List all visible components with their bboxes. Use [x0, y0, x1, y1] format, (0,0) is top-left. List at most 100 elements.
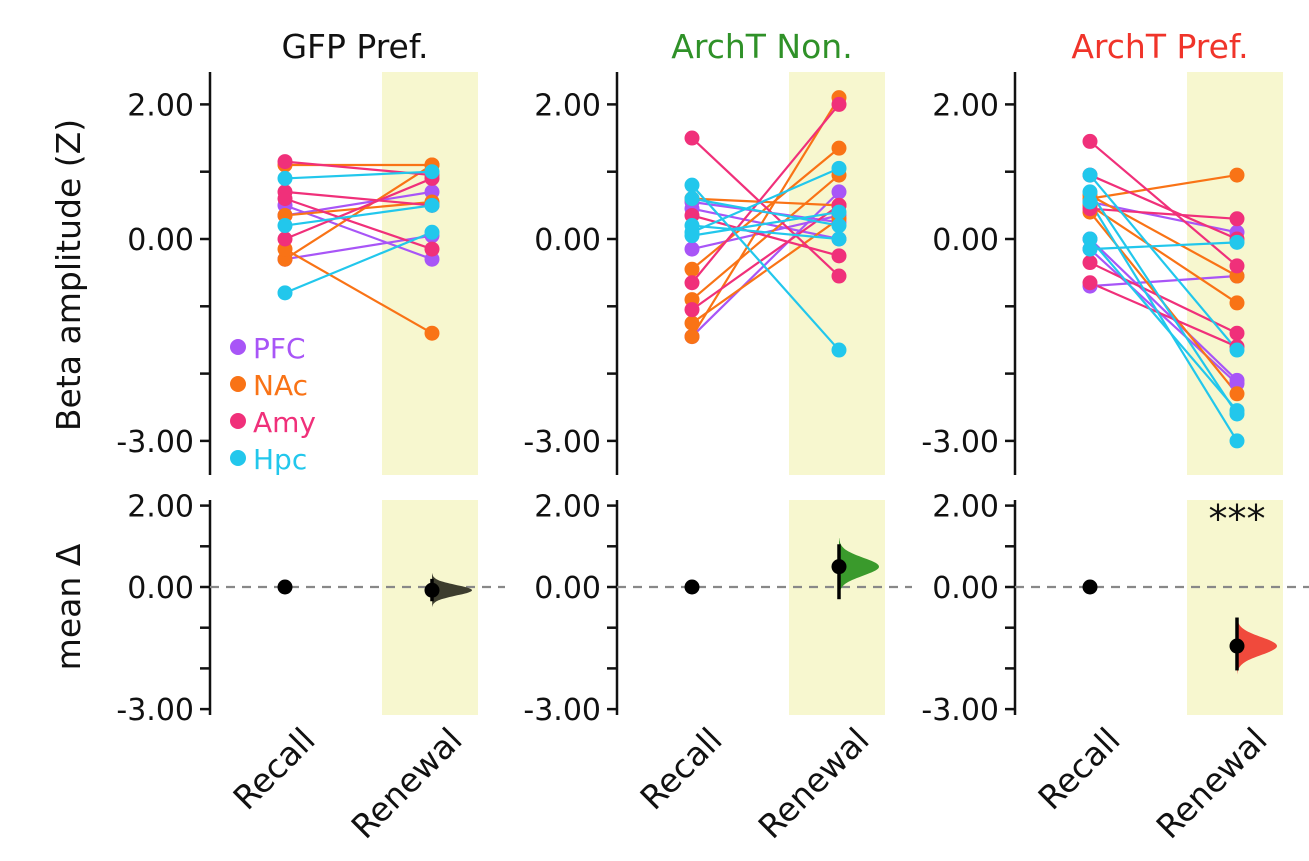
renewal-band-top	[382, 72, 478, 475]
renewal-point-amy	[831, 96, 847, 112]
x-tick-label-renewal: Renewal	[751, 720, 877, 846]
top-y-tick-label: -3.00	[523, 425, 601, 460]
recall-point-hpc	[277, 218, 293, 234]
recall-point-amy	[277, 191, 293, 207]
renewal-band-bottom	[1187, 500, 1283, 715]
top-y-tick-label: 0.00	[534, 223, 601, 258]
pair-line-hpc	[691, 184, 840, 351]
effect-mean-point	[831, 559, 847, 575]
bottom-y-tick-label: 0.00	[127, 571, 194, 606]
recall-point-hpc	[684, 191, 700, 207]
y-axis-label-top: Beta amplitude (Z)	[49, 119, 88, 431]
panel-title: ArchT Pref.	[1071, 27, 1248, 66]
renewal-point-nac	[1229, 386, 1245, 402]
recall-point-hpc	[684, 177, 700, 193]
legend-label-nac: NAc	[253, 369, 308, 402]
bottom-y-tick-label: 2.00	[932, 490, 999, 525]
recall-point-hpc	[277, 170, 293, 186]
bootstrap-distribution	[432, 573, 472, 608]
pair-line-hpc	[284, 204, 433, 227]
recall-point-amy	[277, 231, 293, 247]
significance-stars: ***	[1209, 497, 1266, 541]
effect-mean-point	[424, 582, 440, 598]
recall-reference-point	[684, 579, 700, 595]
top-y-tick-label: 2.00	[932, 88, 999, 123]
renewal-point-hpc	[424, 197, 440, 213]
bootstrap-distribution	[1237, 617, 1277, 675]
panel-title: ArchT Non.	[671, 27, 852, 66]
pair-line-pfc	[1089, 274, 1238, 288]
pair-line-hpc	[1089, 238, 1238, 412]
pair-line-hpc	[1089, 241, 1238, 251]
renewal-point-hpc	[831, 218, 847, 234]
bottom-y-tick-label: 2.00	[534, 490, 601, 525]
bottom-y-tick-label: -3.00	[523, 693, 601, 728]
pair-line-amy	[1089, 207, 1238, 220]
renewal-point-hpc	[831, 160, 847, 176]
recall-point-pfc	[684, 241, 700, 257]
pair-line-amy	[691, 204, 840, 311]
renewal-point-pfc	[831, 184, 847, 200]
legend-marker-amy	[230, 413, 246, 429]
top-y-tick-label: 2.00	[534, 88, 601, 123]
panel-3: ArchT Pref. -3.00 0.00 2.00 -3.00 0.00 2.00 ***…	[921, 27, 1309, 846]
top-y-tick-label: 2.00	[127, 88, 194, 123]
recall-point-nac	[684, 261, 700, 277]
x-tick-label-renewal: Renewal	[344, 720, 470, 846]
renewal-point-hpc	[424, 164, 440, 180]
panel-2: ArchT Non. -3.00 0.00 2.00 -3.00 0.00 2.00 Reca…	[523, 27, 912, 846]
pair-line-pfc	[284, 190, 433, 217]
recall-point-amy	[684, 130, 700, 146]
pair-line-hpc	[284, 231, 433, 294]
top-y-tick-label: -3.00	[921, 425, 999, 460]
renewal-point-amy	[424, 241, 440, 257]
pair-line-nac	[1089, 194, 1238, 277]
x-tick-label-recall: Recall	[225, 720, 322, 817]
bottom-y-tick-label: -3.00	[921, 693, 999, 728]
x-tick-label-recall: Recall	[632, 720, 729, 817]
renewal-point-amy	[831, 248, 847, 264]
recall-point-hpc	[684, 218, 700, 234]
panel-title: GFP Pref.	[281, 27, 428, 66]
legend-item-pfc: PFC	[230, 332, 306, 365]
bottom-y-tick-label: 0.00	[932, 571, 999, 606]
renewal-point-nac	[424, 325, 440, 341]
legend-item-amy: Amy	[230, 406, 316, 439]
legend: PFC NAc Amy Hpc	[230, 332, 316, 476]
top-y-tick-label: -3.00	[116, 425, 194, 460]
recall-point-amy	[684, 275, 700, 291]
renewal-point-hpc	[424, 224, 440, 240]
recall-point-hpc	[277, 285, 293, 301]
renewal-point-hpc	[831, 231, 847, 247]
pair-line-hpc	[284, 170, 433, 180]
bottom-y-tick-label: 0.00	[534, 571, 601, 606]
y-axis-label-bottom: mean Δ	[49, 543, 88, 670]
pair-line-nac	[284, 164, 433, 261]
x-tick-label-renewal: Renewal	[1149, 720, 1275, 846]
pair-line-pfc	[1089, 238, 1238, 382]
recall-point-nac	[684, 315, 700, 331]
recall-point-hpc	[1082, 167, 1098, 183]
recall-point-amy	[1082, 275, 1098, 291]
recall-point-hpc	[1082, 194, 1098, 210]
recall-point-amy	[1082, 133, 1098, 149]
legend-item-nac: NAc	[230, 369, 308, 402]
renewal-point-hpc	[831, 342, 847, 358]
legend-marker-nac	[230, 376, 246, 392]
pair-line-nac	[284, 248, 433, 335]
pair-line-hpc	[1089, 201, 1238, 442]
renewal-point-nac	[831, 140, 847, 156]
legend-label-amy: Amy	[253, 406, 316, 439]
panel-1: GFP Pref. -3.00 0.00 2.00 -3.00 0.00 2.00 Recal…	[116, 27, 505, 846]
x-tick-label-recall: Recall	[1030, 720, 1127, 817]
renewal-point-hpc	[1229, 403, 1245, 419]
pair-line-pfc	[284, 204, 433, 261]
pair-line-nac	[1089, 204, 1238, 304]
renewal-point-nac	[1229, 295, 1245, 311]
legend-label-hpc: Hpc	[253, 443, 307, 476]
pair-line-hpc	[1089, 174, 1238, 351]
legend-item-hpc: Hpc	[230, 443, 307, 476]
renewal-point-amy	[1229, 211, 1245, 227]
pair-line-hpc	[691, 197, 840, 227]
